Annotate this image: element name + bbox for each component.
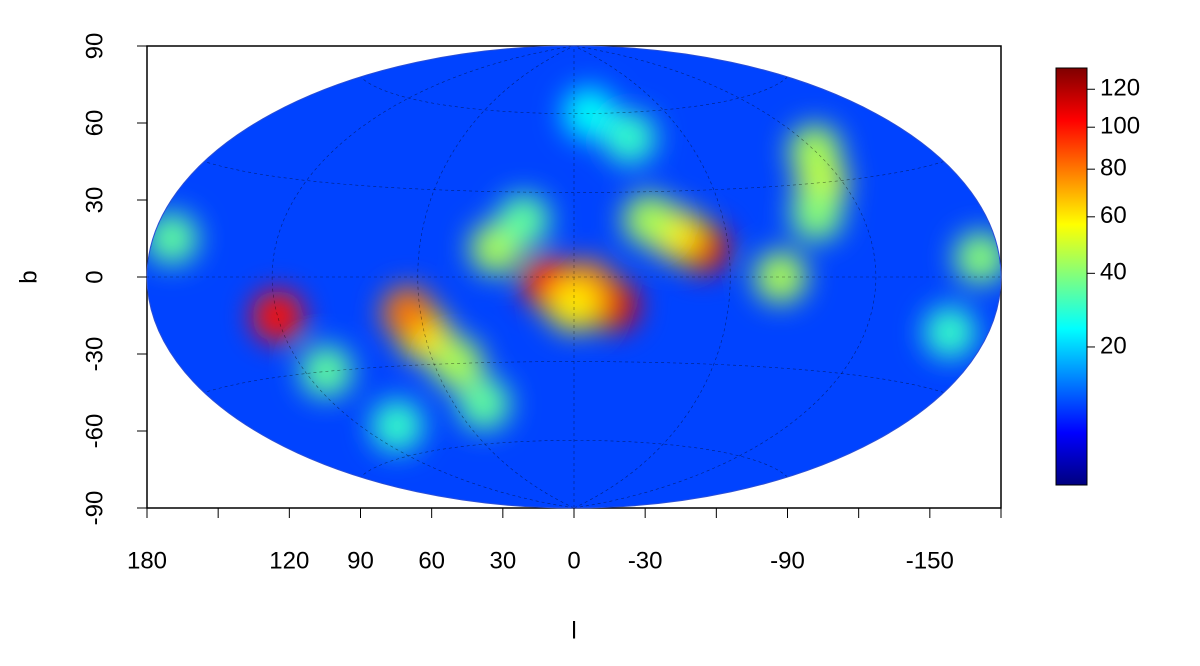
x-tick-label: 180 [127,547,167,574]
y-tick-label: 0 [81,270,108,283]
x-axis-label: l [571,617,576,644]
sky-feature [458,378,511,431]
x-tick-label: 60 [418,547,445,574]
colorbar-tick-label: 120 [1100,75,1140,102]
x-tick-label: 30 [489,547,516,574]
graticule [360,76,788,114]
sky-feature [381,286,434,339]
graticule [204,361,944,393]
sky-feature [603,112,656,165]
sky-feature [251,290,304,343]
colorbar-tick-label: 40 [1100,259,1127,286]
sky-feature [371,399,424,452]
sky-feature [548,279,600,332]
y-tick-label: -60 [81,414,108,449]
x-tick-label: 0 [567,547,580,574]
y-tick-label: 90 [81,33,108,60]
colorbar [1055,67,1088,486]
sky-map [147,46,1001,508]
sky-feature [790,188,843,241]
sky-feature [923,306,976,359]
y-tick-label: -90 [81,491,108,526]
sky-feature [623,193,676,246]
sky-feature [431,337,484,390]
x-tick-label: -150 [906,547,954,574]
graticule [204,161,944,193]
y-tick-label: 60 [81,110,108,137]
sky-feature [497,194,550,247]
sky-feature [954,231,1001,284]
x-tick-label: 90 [347,547,374,574]
graticule [573,46,877,508]
colorbar-tick-label: 80 [1100,155,1127,182]
y-tick-label: 30 [81,187,108,214]
sky-feature [147,212,198,265]
y-axis-label: b [15,270,42,283]
colorbar-tick-label: 20 [1100,332,1127,359]
sky-feature [754,251,807,303]
x-tick-label: -90 [770,547,805,574]
colorbar-tick-label: 100 [1100,113,1140,140]
x-tick-label: -30 [628,547,663,574]
graticule [360,440,788,478]
y-tick-label: -30 [81,337,108,372]
x-tick-label: 120 [269,547,309,574]
colorbar-tick-label: 60 [1100,202,1127,229]
